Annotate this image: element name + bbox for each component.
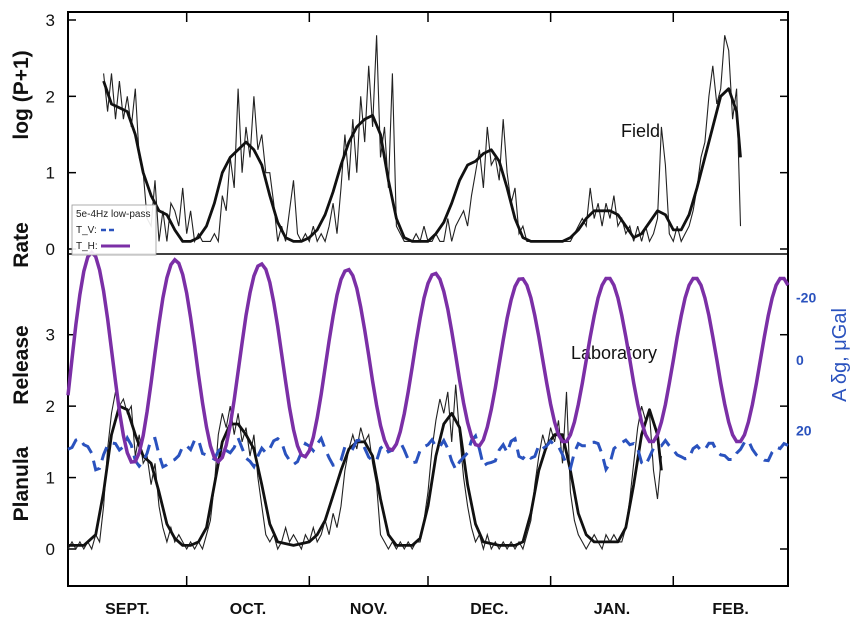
field-smooth-line [102,80,742,243]
y-label-rate: Rate [10,222,33,268]
laboratory-annotation: Laboratory [571,343,657,363]
lab-y-tick-label: 3 [46,326,55,345]
field-y-tick-label: 3 [46,11,55,30]
field-y-tick-label: 0 [46,240,55,259]
axis-ticks [68,12,788,586]
y-label-release: Release [10,325,33,404]
legend: 5e-4Hz low-pass T_V: T_H: [71,204,157,256]
lab-y-tick-label: 1 [46,469,55,488]
tick-labels: 0 1 2 3 0 1 2 3 -20 0 20 SEPT. OCT. NOV. DEC. JAN. FEB. [46,11,817,618]
legend-th-label: T_H: [76,241,98,252]
field-raw-line [103,35,742,244]
overlay-right-tick-label: 0 [796,352,804,368]
field-y-tick-label: 2 [46,87,55,106]
legend-title: 5e-4Hz low-pass [76,209,150,220]
field-annotation: Field [621,121,660,141]
tv-dashed-line [67,432,789,474]
lab-raw-line [67,384,662,552]
x-month-label: NOV. [350,601,388,618]
x-month-label: FEB. [712,601,748,618]
x-month-label: JAN. [594,601,630,618]
series-lines [66,35,790,552]
lab-y-tick-label: 2 [46,397,55,416]
x-month-label: OCT. [230,601,266,618]
x-month-label: DEC. [470,601,508,618]
overlay-right-tick-label: 20 [796,423,812,439]
x-month-label: SEPT. [105,601,149,618]
th-solid-line [66,249,790,465]
legend-tv-label: T_V: [76,225,97,236]
overlay-right-tick-label: -20 [796,289,816,305]
overlay-axis-label: A δg, μGal [829,308,850,402]
y-label-planula: Planula [10,446,33,521]
field-y-tick-label: 1 [46,164,55,183]
lab-smooth-line [68,404,663,547]
y-label-log: log (P+1) [10,50,33,139]
lab-y-tick-label: 0 [46,540,55,559]
